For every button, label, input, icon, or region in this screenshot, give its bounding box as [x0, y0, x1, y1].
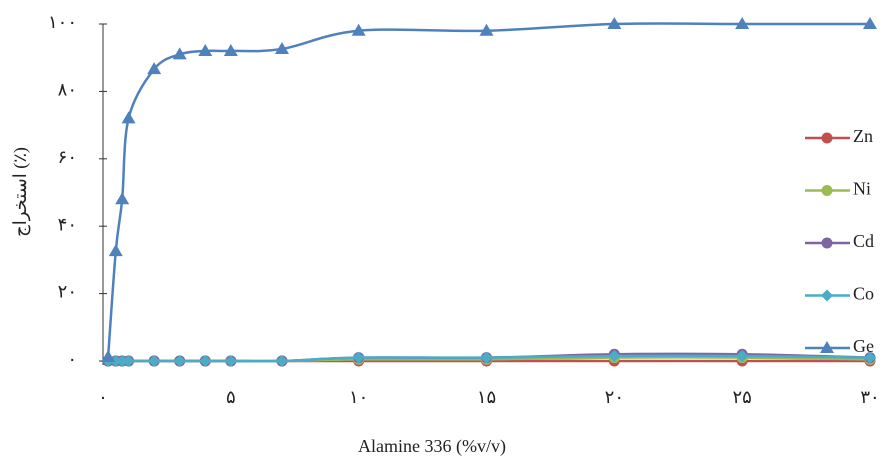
data-point: [275, 355, 288, 367]
data-point: [101, 349, 116, 362]
y-tick-label: ۴۰: [58, 214, 77, 234]
data-point: [115, 192, 130, 205]
data-point: [108, 244, 123, 257]
y-tick-label: ۰: [67, 349, 77, 369]
data-point: [147, 62, 162, 75]
legend-marker: [821, 132, 833, 144]
legend-marker: [821, 289, 833, 302]
legend-label: Cd: [853, 231, 874, 251]
data-point: [864, 351, 876, 364]
data-point: [172, 47, 187, 60]
data-point: [121, 111, 136, 124]
y-tick-label: ۲۰: [58, 282, 77, 302]
y-tick-label: ۶۰: [58, 147, 77, 167]
legend-marker: [820, 341, 834, 353]
y-tick-label: ۸۰: [58, 80, 77, 100]
legend-marker: [821, 237, 833, 249]
legend-marker: [821, 185, 833, 196]
data-point: [198, 43, 213, 56]
data-point: [480, 351, 493, 364]
x-tick-label: ۵: [226, 387, 236, 407]
data-point: [224, 355, 237, 367]
data-point: [608, 349, 621, 362]
data-point: [479, 23, 494, 36]
data-point: [607, 17, 622, 29]
y-tick-label: ۱۰۰: [48, 12, 77, 32]
legend-label: Co: [853, 284, 874, 304]
x-tick-label: ۲۵: [732, 387, 751, 407]
legend-label: Ni: [853, 179, 871, 199]
x-tick-label: ۲۰: [605, 387, 624, 407]
data-point: [274, 41, 289, 54]
data-point: [148, 355, 161, 367]
data-point: [351, 23, 366, 36]
data-point: [863, 17, 877, 29]
data-point: [223, 43, 238, 56]
x-axis-label: Alamine 336 (%v/v): [358, 436, 506, 457]
x-tick-label: ۰: [98, 387, 108, 407]
legend-label: Zn: [853, 126, 873, 146]
data-point: [352, 351, 365, 364]
data-point: [122, 355, 135, 367]
data-point: [199, 355, 212, 367]
x-tick-label: ۱۵: [477, 387, 496, 407]
y-axis-label: استخراج (٪): [10, 147, 31, 237]
data-point: [116, 355, 129, 367]
x-tick-label: ۳۰: [860, 387, 879, 407]
x-tick-label: ۱۰: [349, 387, 368, 407]
data-point: [173, 355, 186, 367]
data-point: [736, 349, 749, 362]
series-line: [106, 22, 870, 358]
legend-label: Ge: [853, 336, 874, 356]
data-point: [735, 17, 750, 29]
